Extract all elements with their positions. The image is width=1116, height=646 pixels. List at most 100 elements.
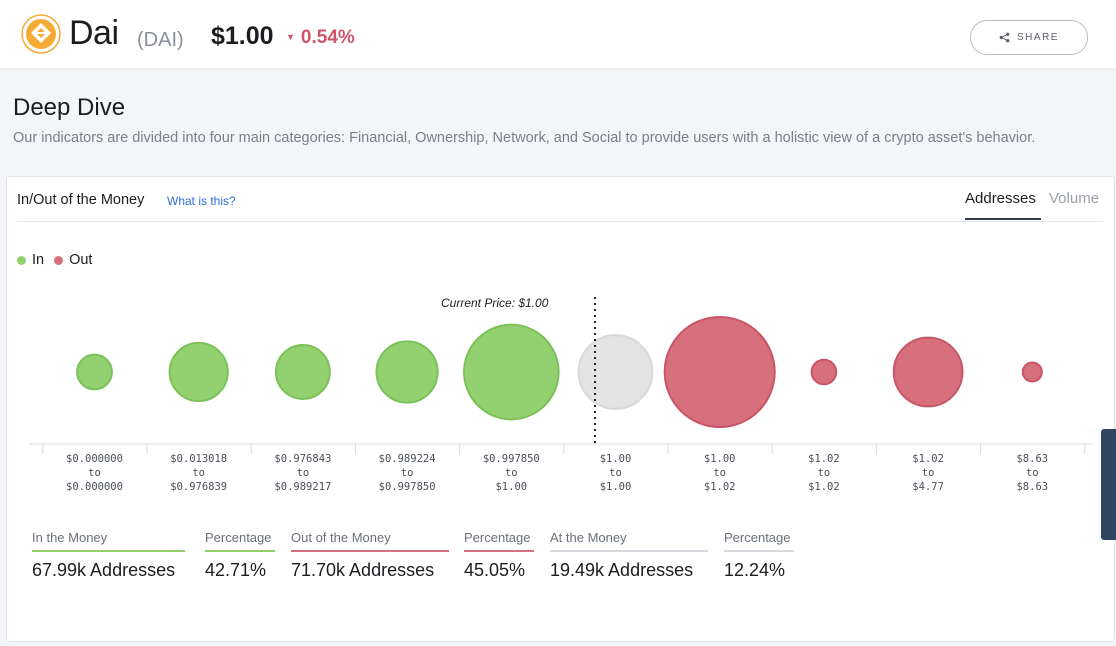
range-to-word: to [817, 467, 831, 479]
range-to: $0.000000 [66, 481, 123, 493]
summary-out-percentage: Percentage 45.05% [464, 530, 534, 581]
range-from: $0.976843 [274, 453, 332, 465]
range-to: $8.63 [1016, 481, 1049, 493]
price-range-label: $8.63 to $8.63 [980, 452, 1084, 494]
range-to-word: to [504, 467, 518, 479]
asset-name: Dai [69, 14, 119, 52]
legend-item-out: Out [54, 252, 92, 268]
summary-value: 42.71% [205, 560, 267, 580]
bubble-at[interactable] [577, 334, 654, 410]
summary-value: 71.70k Addresses [291, 560, 435, 580]
range-to-word: to [609, 467, 622, 479]
price-range-label: $1.02 to $1.02 [772, 452, 876, 494]
asset-price: $1.00 [211, 22, 274, 50]
range-to: $0.976839 [170, 481, 228, 493]
chart-legend: In Out [17, 252, 102, 268]
legend-item-in: In [17, 252, 44, 268]
price-change: ▼ 0.54% [286, 27, 355, 49]
share-label: SHARE [1017, 32, 1059, 43]
bubble-in[interactable] [375, 340, 439, 404]
dai-logo-icon [21, 14, 61, 54]
summary-value: 45.05% [464, 560, 526, 580]
price-range-labels: $0.000000 to $0.000000 $0.013018 to $0.976839… [7, 452, 1114, 502]
section-title: Deep Dive [13, 94, 126, 121]
range-to: $1.00 [495, 481, 528, 493]
summary-at-percentage: Percentage 12.24% [724, 530, 794, 581]
range-from: $0.989224 [378, 453, 436, 465]
header-divider [17, 221, 1103, 222]
range-from: $8.63 [1016, 453, 1049, 465]
range-to: $0.989217 [274, 481, 332, 493]
share-icon [999, 32, 1010, 43]
bubble-in[interactable] [76, 353, 113, 391]
card-title: In/Out of the Money [17, 192, 145, 208]
what-is-this-link[interactable]: What is this? [167, 194, 236, 208]
summary-at-the-money: At the Money 19.49k Addresses [550, 530, 708, 581]
summary-in-the-money: In the Money 67.99k Addresses [32, 530, 185, 581]
price-range-label: $1.02 to $4.77 [876, 452, 980, 494]
range-from: $0.000000 [66, 453, 123, 465]
summary-in-percentage: Percentage 42.71% [205, 530, 275, 581]
range-to: $1.02 [808, 481, 840, 493]
active-tab-indicator [965, 218, 1041, 220]
range-to: $4.77 [912, 481, 944, 493]
range-from: $0.013018 [170, 453, 228, 465]
feedback-side-tab[interactable] [1101, 429, 1116, 540]
price-range-label: $1.00 to $1.02 [668, 452, 772, 494]
range-to-word: to [921, 467, 935, 479]
bubble-out[interactable] [663, 316, 776, 428]
summary-label: Percentage [205, 530, 275, 552]
range-to-word: to [88, 467, 101, 479]
price-range-label: $0.013018 to $0.976839 [147, 452, 251, 494]
asset-symbol: (DAI) [137, 29, 184, 51]
range-from: $1.00 [703, 453, 736, 465]
legend-in-dot [17, 255, 26, 265]
summary-label: Out of the Money [291, 530, 449, 552]
bubble-out[interactable] [810, 358, 838, 386]
range-to-word: to [296, 467, 310, 479]
tab-volume[interactable]: Volume [1049, 190, 1100, 207]
summary-label: At the Money [550, 530, 708, 552]
range-to-word: to [192, 467, 206, 479]
summary-value: 67.99k Addresses [32, 560, 176, 580]
summary-out-of-the-money: Out of the Money 71.70k Addresses [291, 530, 449, 581]
range-from: $1.00 [599, 453, 632, 465]
range-to: $0.997850 [378, 481, 436, 493]
summary-label: Percentage [724, 530, 794, 552]
share-button[interactable]: SHARE [970, 20, 1088, 55]
asset-header: Dai (DAI) $1.00 ▼ 0.54% SHARE [0, 0, 1116, 69]
summary-value: 19.49k Addresses [550, 560, 694, 580]
range-to-word: to [400, 467, 414, 479]
range-to: $1.00 [599, 481, 632, 493]
bubble-in[interactable] [462, 323, 560, 421]
summary-label: In the Money [32, 530, 185, 552]
tab-addresses[interactable]: Addresses [965, 190, 1036, 207]
bubble-in[interactable] [168, 341, 229, 403]
price-range-label: $1.00 to $1.00 [564, 452, 668, 494]
legend-out-label: Out [69, 252, 93, 268]
bubble-out[interactable] [892, 336, 964, 408]
legend-out-dot [54, 255, 64, 265]
range-to-word: to [713, 467, 727, 479]
range-from: $1.02 [912, 453, 944, 465]
caret-down-icon: ▼ [286, 32, 295, 42]
bubble-in[interactable] [274, 344, 331, 400]
range-to: $1.02 [703, 481, 736, 493]
section-description: Our indicators are divided into four mai… [13, 130, 1036, 146]
legend-in-label: In [32, 252, 45, 268]
range-to-word: to [1025, 467, 1039, 479]
iomap-bubble-chart [29, 297, 1092, 454]
price-change-value: 0.54% [300, 27, 355, 48]
range-from: $1.02 [808, 453, 840, 465]
iomap-card: In/Out of the Money What is this? Addres… [6, 176, 1115, 642]
range-from: $0.997850 [482, 453, 540, 465]
price-range-label: $0.997850 to $1.00 [459, 452, 563, 494]
summary-row: In the Money 67.99k Addresses Percentage… [32, 530, 1032, 590]
summary-label: Percentage [464, 530, 534, 552]
price-range-label: $0.000000 to $0.000000 [43, 452, 147, 494]
summary-value: 12.24% [724, 560, 786, 580]
price-range-label: $0.976843 to $0.989217 [251, 452, 355, 494]
current-price-label: Current Price: $1.00 [441, 296, 549, 310]
bubble-out[interactable] [1021, 361, 1043, 383]
price-range-label: $0.989224 to $0.997850 [355, 452, 459, 494]
